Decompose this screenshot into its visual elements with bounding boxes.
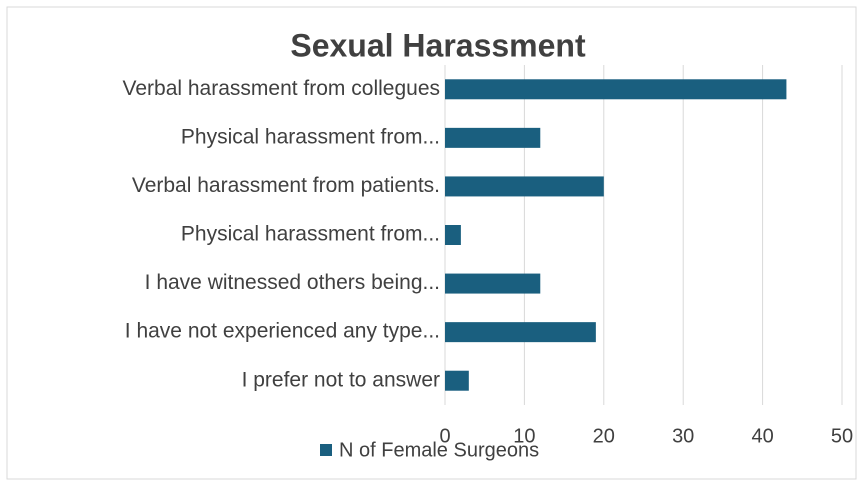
- bar: [445, 225, 461, 245]
- bar: [445, 370, 469, 391]
- x-tick-label: 0: [439, 425, 450, 447]
- x-tick-label: 40: [751, 425, 773, 447]
- legend-swatch: [320, 444, 332, 456]
- y-tick-label: Physical harassment from...: [181, 125, 440, 148]
- bar: [445, 322, 596, 343]
- y-tick-label: I prefer not to answer: [242, 368, 440, 391]
- x-tick-label: 30: [672, 425, 694, 447]
- x-tick-label: 20: [593, 425, 615, 447]
- bar: [445, 79, 787, 100]
- bar: [445, 273, 541, 294]
- bar: [445, 176, 604, 197]
- y-tick-label: Verbal harassment from collegues: [123, 77, 441, 100]
- y-tick-label: Verbal harassment from patients.: [132, 174, 440, 197]
- bar: [445, 127, 541, 148]
- chart-title: Sexual Harassment: [290, 27, 586, 63]
- x-tick-label: 50: [831, 425, 853, 447]
- y-tick-label: Physical harassment from...: [181, 223, 440, 246]
- legend-label: N of Female Surgeons: [339, 439, 539, 461]
- y-tick-label: I have not experienced any type...: [125, 320, 440, 343]
- x-tick-label: 10: [513, 425, 535, 447]
- y-tick-label: I have witnessed others being...: [145, 271, 440, 294]
